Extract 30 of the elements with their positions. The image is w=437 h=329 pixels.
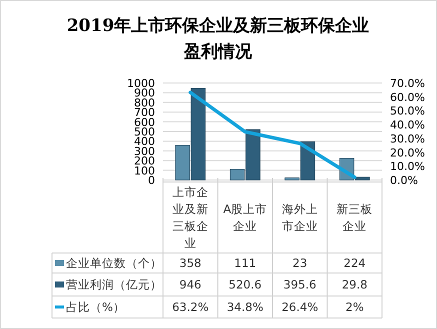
data-label: 946 <box>179 278 202 292</box>
data-label: 26.4% <box>282 300 318 314</box>
legend-label: 企业单位数（个） <box>66 256 162 270</box>
y2-tick-label: 60.0% <box>390 90 425 104</box>
chart-title: 2019年上市环保企业及新三板环保企业盈利情况 <box>66 16 370 62</box>
y2-tick-label: 20.0% <box>390 146 425 160</box>
x-tick-label: 上市企业及新三板企业 <box>172 185 208 250</box>
line-series <box>188 90 356 179</box>
data-label: 34.8% <box>226 300 264 314</box>
x-tick-label: 海外上市企业 <box>282 202 318 233</box>
y2-tick-label: 0.0% <box>390 174 418 187</box>
x-tick-label: 新三板企业 <box>336 202 373 233</box>
legend-label: 营业利润（亿元） <box>66 278 162 292</box>
y2-tick-label: 50.0% <box>390 104 425 118</box>
data-label: 63.2% <box>172 300 209 314</box>
y2-tick-label: 40.0% <box>390 118 425 132</box>
data-label: 29.8 <box>342 278 368 292</box>
y-tick-label: 800 <box>134 96 155 110</box>
data-label: 520.6 <box>228 278 262 292</box>
data-label: 111 <box>234 256 256 270</box>
x-tick-label: A股上市企业 <box>223 202 268 233</box>
data-label: 2% <box>346 300 364 314</box>
data-label: 395.6 <box>283 278 316 292</box>
y2-tick-label: 10.0% <box>390 160 425 174</box>
y2-tick-label: 70.0% <box>390 77 425 90</box>
y2-tick-label: 30.0% <box>390 132 425 146</box>
data-label: 358 <box>179 256 202 270</box>
data-label: 23 <box>292 256 308 270</box>
legend-label: 占比（%） <box>66 300 125 314</box>
data-label: 224 <box>344 256 366 270</box>
